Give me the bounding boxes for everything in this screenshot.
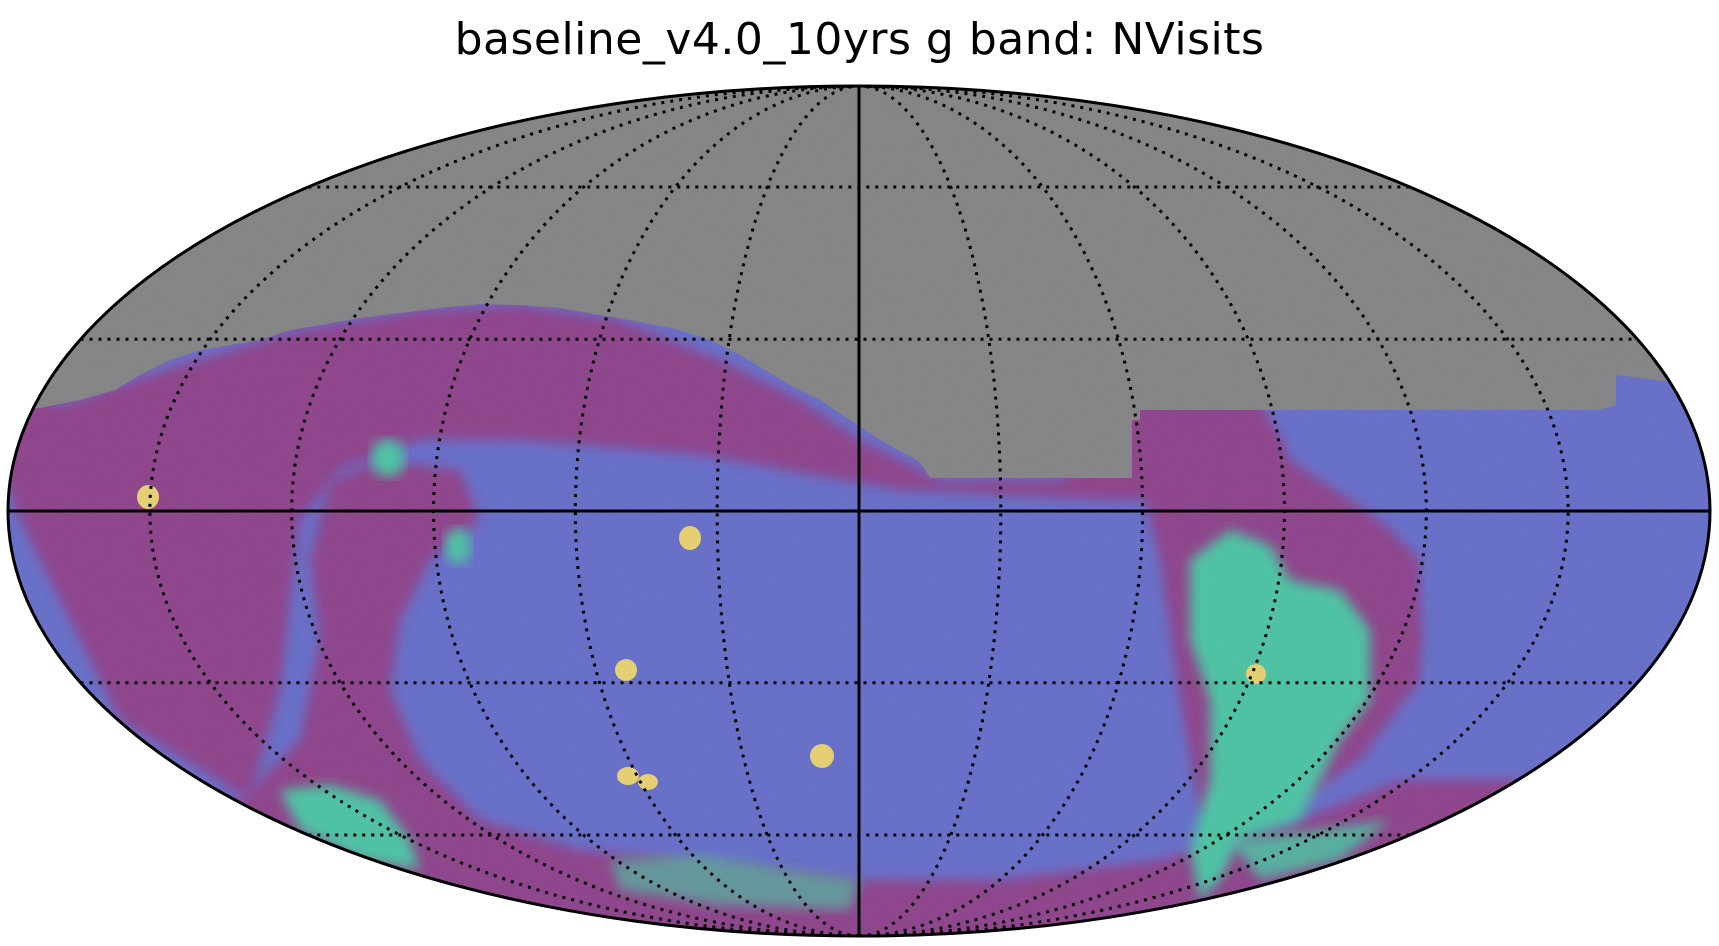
map-title: baseline_v4.0_10yrs g band: NVisits (454, 14, 1265, 65)
meridian-line (573, 86, 860, 936)
map-outline (6, 84, 1712, 938)
meridian-line (858, 86, 1003, 936)
meridian-line (715, 86, 860, 936)
meridian-line (858, 86, 1145, 936)
map-area (8, 86, 1710, 936)
